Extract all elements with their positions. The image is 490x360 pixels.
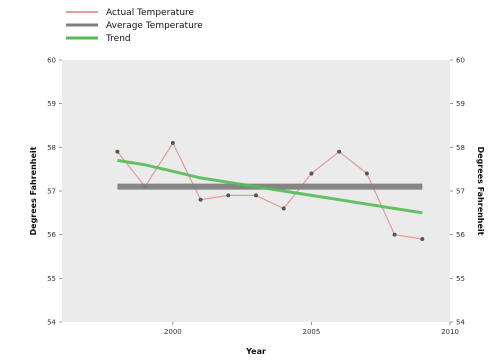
legend-label: Actual Temperature <box>106 8 195 18</box>
y-tick-label-left: 56 <box>47 231 56 239</box>
y-tick-label-right: 54 <box>456 319 465 327</box>
axes: 54 54 55 55 56 56 57 57 58 58 59 59 60 60 2000 2005 2010… <box>29 57 485 357</box>
data-point <box>337 149 342 154</box>
trend-line <box>117 158 423 215</box>
y-tick-label-left: 58 <box>47 144 56 152</box>
y-axis-label-left: Degrees Fahrenheit <box>29 146 38 235</box>
x-axis-label: Year <box>245 347 266 356</box>
data-point <box>364 171 369 176</box>
data-point <box>170 140 175 146</box>
y-tick-label-right: 56 <box>456 231 465 239</box>
plot-area <box>62 60 450 322</box>
y-tick-label-right: 60 <box>456 57 465 65</box>
y-tick-label-left: 55 <box>47 275 56 283</box>
data-point <box>281 206 286 211</box>
y-tick-label-right: 55 <box>456 275 465 283</box>
data-point <box>253 193 259 198</box>
legend-label: Average Temperature <box>106 21 203 31</box>
y-tick-label-right: 57 <box>456 188 465 196</box>
y-tick-label-left: 54 <box>47 319 56 327</box>
x-tick-label: 2000 <box>164 328 182 336</box>
data-point <box>392 232 397 237</box>
y-tick-label-right: 58 <box>456 144 465 152</box>
data-point <box>198 197 203 202</box>
data-point <box>420 236 425 242</box>
y-tick-label-left: 59 <box>47 100 56 108</box>
legend-label: Trend <box>105 34 131 44</box>
y-tick-label-left: 57 <box>47 188 56 196</box>
y-tick-label-right: 59 <box>456 100 465 108</box>
data-point <box>309 171 314 176</box>
series-2 <box>117 158 423 215</box>
y-axis-label-right: Degrees Fahrenheit <box>476 147 485 236</box>
x-tick-label: 2010 <box>441 328 459 336</box>
legend: Actual Temperature Average Temperature Tre… <box>66 8 203 44</box>
series-layer <box>115 140 425 242</box>
x-tick-label: 2005 <box>303 328 321 336</box>
data-point <box>115 149 120 154</box>
y-tick-label-left: 60 <box>47 57 56 65</box>
data-point <box>226 193 231 198</box>
